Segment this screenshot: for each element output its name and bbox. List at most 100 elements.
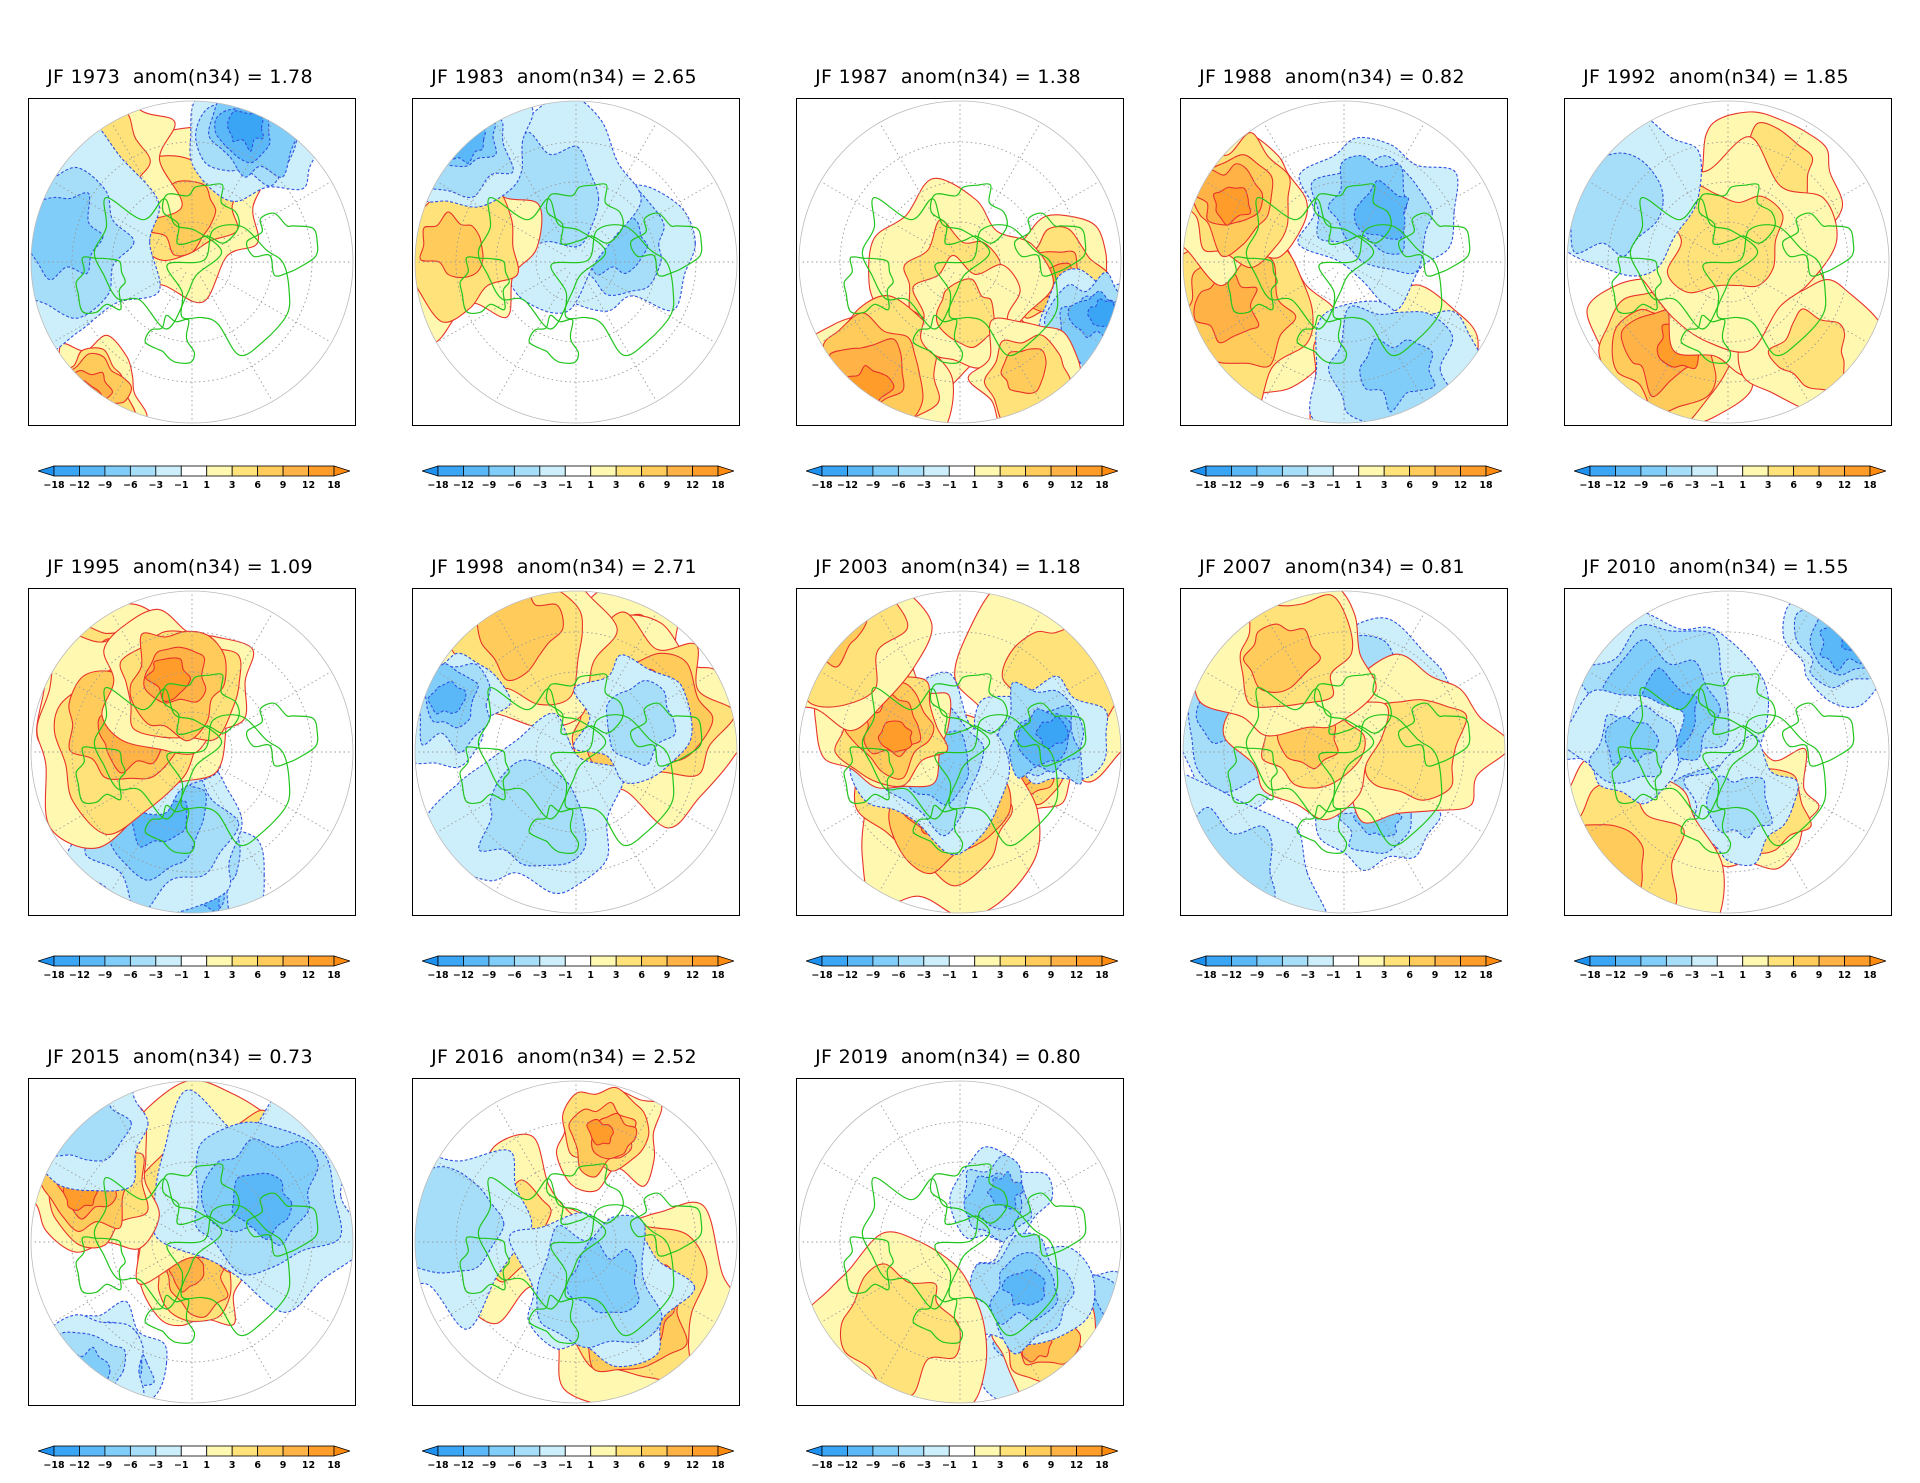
colorbar-tick-label: 18 [711,480,725,491]
colorbar-scale [1574,465,1886,477]
coastlines [1227,183,1471,364]
colorbar-tick-label: 9 [663,480,671,491]
colorbar-swatch [1691,465,1718,477]
colorbar-swatch [590,465,617,477]
colorbar-tick-label: 18 [1095,970,1109,981]
colorbar-tick-label: −9 [481,480,497,491]
colorbar-scale [38,465,350,477]
map-boundary [414,100,738,424]
negative-anomaly-contour [1809,600,1881,676]
colorbar-swatch [206,465,233,477]
negative-anomaly-contour [1035,715,1069,750]
polar-stereographic-plot [1182,100,1506,424]
colorbar-tick-label: −18 [811,970,833,981]
colorbar-swatch [1076,1445,1103,1457]
colorbar-tick-label: −3 [532,1460,548,1471]
colorbar-swatch [999,465,1027,477]
negative-anomaly-contour [1838,622,1868,651]
colorbar-tick-label: 12 [301,970,316,981]
colorbar-swatch [923,1445,950,1457]
colorbar-swatch [1640,465,1667,477]
colorbar-tick-label: −12 [452,970,475,981]
colorbar: −18 −12 −9 −6 −3 −1 1 3 6 9 12 18 [422,953,734,989]
colorbar-swatch [923,955,950,967]
colorbar-swatch [488,465,515,477]
colorbar-min-extension [422,1445,439,1457]
colorbar-swatch [206,1445,233,1457]
colorbar-swatch [282,1445,309,1457]
colorbar-swatch [590,955,617,967]
map-panel: JF 2019 anom(n34) = 0.80 −18 −12 −9 −6 −3 −1 1 3… [768,980,1124,1471]
negative-anomaly-contour [1359,338,1436,413]
positive-anomaly-contour [877,720,913,753]
colorbar-tick-label: −9 [481,1460,497,1471]
colorbar-tick-label: −18 [1195,970,1217,981]
colorbar-tick-label: −1 [1709,970,1725,981]
negative-anomaly-contour [1353,179,1410,240]
colorbar-tick-label: 6 [1790,480,1797,491]
colorbar-swatch [1307,465,1334,477]
colorbar-swatch [666,955,693,967]
colorbar-swatch [1793,465,1820,477]
colorbar-swatch [1409,955,1436,967]
colorbar-tick-label: 1 [587,480,595,491]
colorbar-tick-label: −9 [97,480,113,491]
colorbar-swatch [231,1445,259,1457]
map-boundary [1182,590,1506,914]
colorbar-swatch [1409,465,1436,477]
colorbar-swatch [104,1445,131,1457]
polar-map [412,98,740,426]
colorbar-tick-label: 9 [1431,480,1439,491]
colorbar-tick-label: 6 [254,1460,261,1471]
anomaly-field [31,1081,353,1403]
colorbar: −18 −12 −9 −6 −3 −1 1 3 6 9 12 18 [806,953,1118,989]
colorbar-swatch [974,1445,1001,1457]
colorbar-tick-label: 18 [711,970,725,981]
colorbar-tick-label: −12 [1220,970,1243,981]
colorbar-swatch [1050,465,1077,477]
positive-anomaly-contour [1567,824,1645,913]
polar-map [1180,98,1508,426]
colorbar-tick-label: −12 [68,970,91,981]
colorbar-swatch [1434,955,1461,967]
colorbar-tick-label: 9 [1047,1460,1055,1471]
polar-map [1180,588,1508,916]
colorbar-tick-label: −18 [1579,970,1601,981]
colorbar-tick-label: 3 [996,1460,1004,1471]
colorbar-tick-labels: −18 −12 −9 −6 −3 −1 1 3 6 9 12 18 [38,970,350,984]
polar-map [412,588,740,916]
colorbar-scale [422,1445,734,1457]
colorbar-tick-label: 1 [203,1460,211,1471]
colorbar-tick-label: 12 [1069,480,1084,491]
colorbar-swatch [1383,465,1411,477]
polar-stereographic-plot [30,590,354,914]
colorbar-tick-label: 6 [638,480,645,491]
colorbar-tick-label: 12 [1069,970,1084,981]
map-boundary [30,1080,354,1404]
colorbar-tick-label: −6 [891,970,906,981]
colorbar-tick-labels: −18 −12 −9 −6 −3 −1 1 3 6 9 12 18 [38,480,350,494]
colorbar-tick-label: 12 [685,1460,700,1471]
colorbar-tick-label: −12 [1220,480,1243,491]
positive-anomaly-contour [1212,186,1252,226]
colorbar-tick-label: 6 [1790,970,1797,981]
colorbar-tick-label: −18 [427,480,449,491]
panel-title: JF 1973 anom(n34) = 1.78 [47,66,313,88]
polar-stereographic-plot [30,1080,354,1404]
colorbar-min-extension [1190,955,1207,967]
panel-title: JF 2010 anom(n34) = 1.55 [1583,556,1849,578]
colorbar-swatch [821,955,848,967]
panel-title: JF 2003 anom(n34) = 1.18 [815,556,1081,578]
colorbar-swatch [1844,465,1871,477]
map-panel: JF 2016 anom(n34) = 2.52 −18 −12 −9 −6 −3 −1 1 3… [384,980,740,1471]
colorbar-tick-label: 9 [279,1460,287,1471]
colorbar-tick-labels: −18 −12 −9 −6 −3 −1 1 3 6 9 12 18 [38,1460,350,1474]
colorbar-tick-label: −9 [865,1460,881,1471]
colorbar-tick-label: 1 [1355,480,1363,491]
colorbar-tick-label: 1 [971,480,979,491]
map-panel: JF 2003 anom(n34) = 1.18 −18 −12 −9 −6 −3 −1 1 3… [768,490,1124,981]
colorbar-tick-label: −6 [507,480,522,491]
colorbar-tick-label: −3 [148,970,164,981]
colorbar-swatch [847,955,874,967]
colorbar-tick-label: 12 [1453,480,1468,491]
